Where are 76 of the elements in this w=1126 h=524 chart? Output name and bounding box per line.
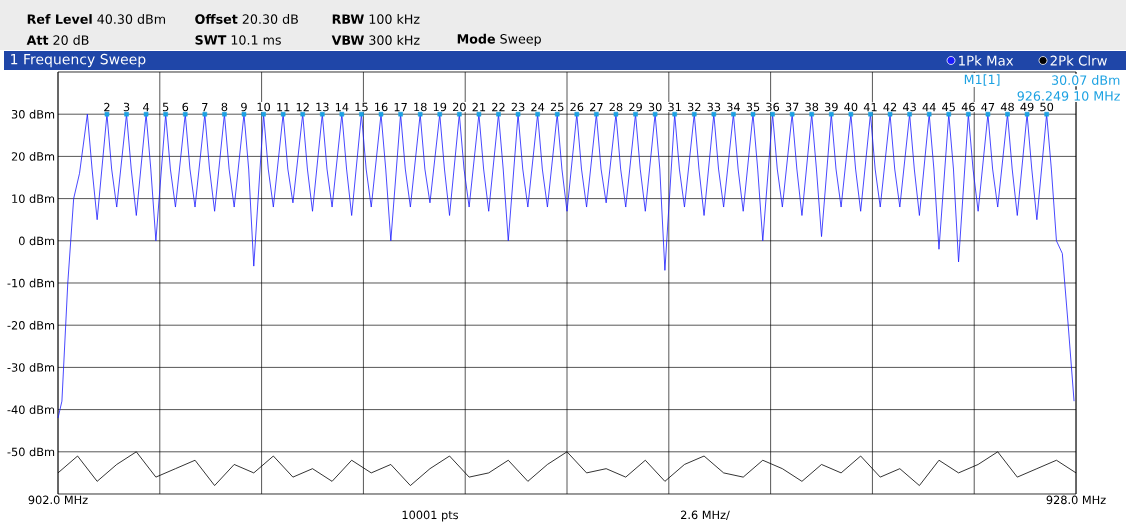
annotation: 47 (981, 103, 995, 112)
annotation: 32 (687, 102, 701, 112)
annotation: 7 (202, 103, 208, 112)
y-tick-label: -50 dBm (7, 447, 55, 457)
y-tick-label: 30 dBm (11, 109, 55, 119)
chart-title: 1 Frequency Sweep (11, 53, 146, 68)
annotation: 26 (570, 102, 584, 112)
text: Mode Sweep (457, 33, 541, 47)
text: Offset 20.30 dB (195, 14, 298, 24)
annotation: 40 (844, 102, 858, 112)
annotation: 18 (414, 102, 427, 112)
text: 2.6 MHz/ (681, 510, 730, 521)
annotation: 13 (316, 102, 329, 112)
y-tick-label: 10 dBm (12, 194, 55, 203)
text: 10001 pts (402, 510, 459, 522)
text: Ref Level 40.30 dBm (27, 14, 166, 24)
y-tick-label: -20 dBm (7, 320, 55, 330)
annotation: 17 (394, 103, 407, 112)
annotation: 20 (452, 102, 466, 112)
annotation: 30 (648, 102, 662, 112)
annotation: 8 (221, 102, 228, 112)
y-tick-label: -10 dBm (7, 278, 55, 288)
legend-label: 2Pk Clrw (1050, 55, 1107, 66)
annotation: 35 (746, 102, 760, 112)
annotation: 24 (531, 102, 545, 112)
annotation: 49 (1020, 102, 1034, 112)
annotation: 30.07 dBm (1052, 75, 1120, 85)
y-tick-label: -30 dBm (7, 363, 55, 372)
annotation: 2 (104, 102, 110, 112)
annotation: 11 (277, 103, 290, 112)
text: VBW 300 kHz (331, 35, 420, 45)
annotation: 33 (707, 102, 721, 112)
annotation: 50 (1040, 102, 1054, 112)
annotation: 28 (609, 102, 623, 112)
x-tick-label: 902.0 MHz (28, 495, 88, 505)
annotation: 14 (335, 103, 349, 112)
annotation: 45 (942, 102, 955, 112)
annotation: 926.249 10 MHz (1017, 91, 1120, 101)
annotation: 21 (472, 102, 486, 112)
text: SWT 10.1 ms (195, 35, 281, 45)
annotation: 27 (590, 102, 603, 112)
annotation: 22 (492, 102, 505, 112)
annotation: 29 (629, 102, 642, 112)
annotation: 43 (902, 102, 916, 112)
annotation: M1[1] (964, 74, 1000, 86)
annotation: 39 (824, 102, 838, 112)
annotation: 19 (433, 102, 447, 112)
annotation: 4 (143, 103, 150, 112)
annotation: 16 (375, 102, 388, 112)
annotation: 37 (785, 102, 799, 112)
annotation: 5 (162, 102, 169, 112)
y-tick-label: 20 dBm (11, 152, 55, 161)
annotation: 36 (766, 102, 780, 112)
annotation: 23 (511, 102, 525, 112)
legend-label: 1Pk Max (959, 55, 1014, 66)
annotation: 10 (257, 102, 271, 112)
x-tick-label: 928.0 MHz (1046, 495, 1106, 505)
annotation: 9 (241, 102, 247, 112)
annotation: 25 (550, 102, 564, 112)
annotation: 12 (296, 102, 309, 112)
y-tick-label: -40 dBm (7, 405, 55, 414)
text: Att 20 dB (26, 35, 89, 45)
y-tick-label: 0 dBm (19, 236, 55, 246)
annotation: 15 (355, 102, 368, 112)
annotation: 41 (863, 103, 877, 112)
text: RBW 100 kHz (332, 14, 420, 24)
annotation: 6 (182, 102, 189, 112)
annotation: 42 (883, 102, 897, 112)
line-series (57, 113, 1075, 419)
annotation: 48 (1000, 102, 1014, 112)
annotation: 38 (805, 102, 819, 112)
annotation: 34 (727, 102, 740, 112)
annotation: 3 (123, 102, 130, 112)
annotation: 44 (922, 103, 936, 112)
annotation: 31 (668, 102, 681, 112)
annotation: 46 (961, 102, 975, 112)
